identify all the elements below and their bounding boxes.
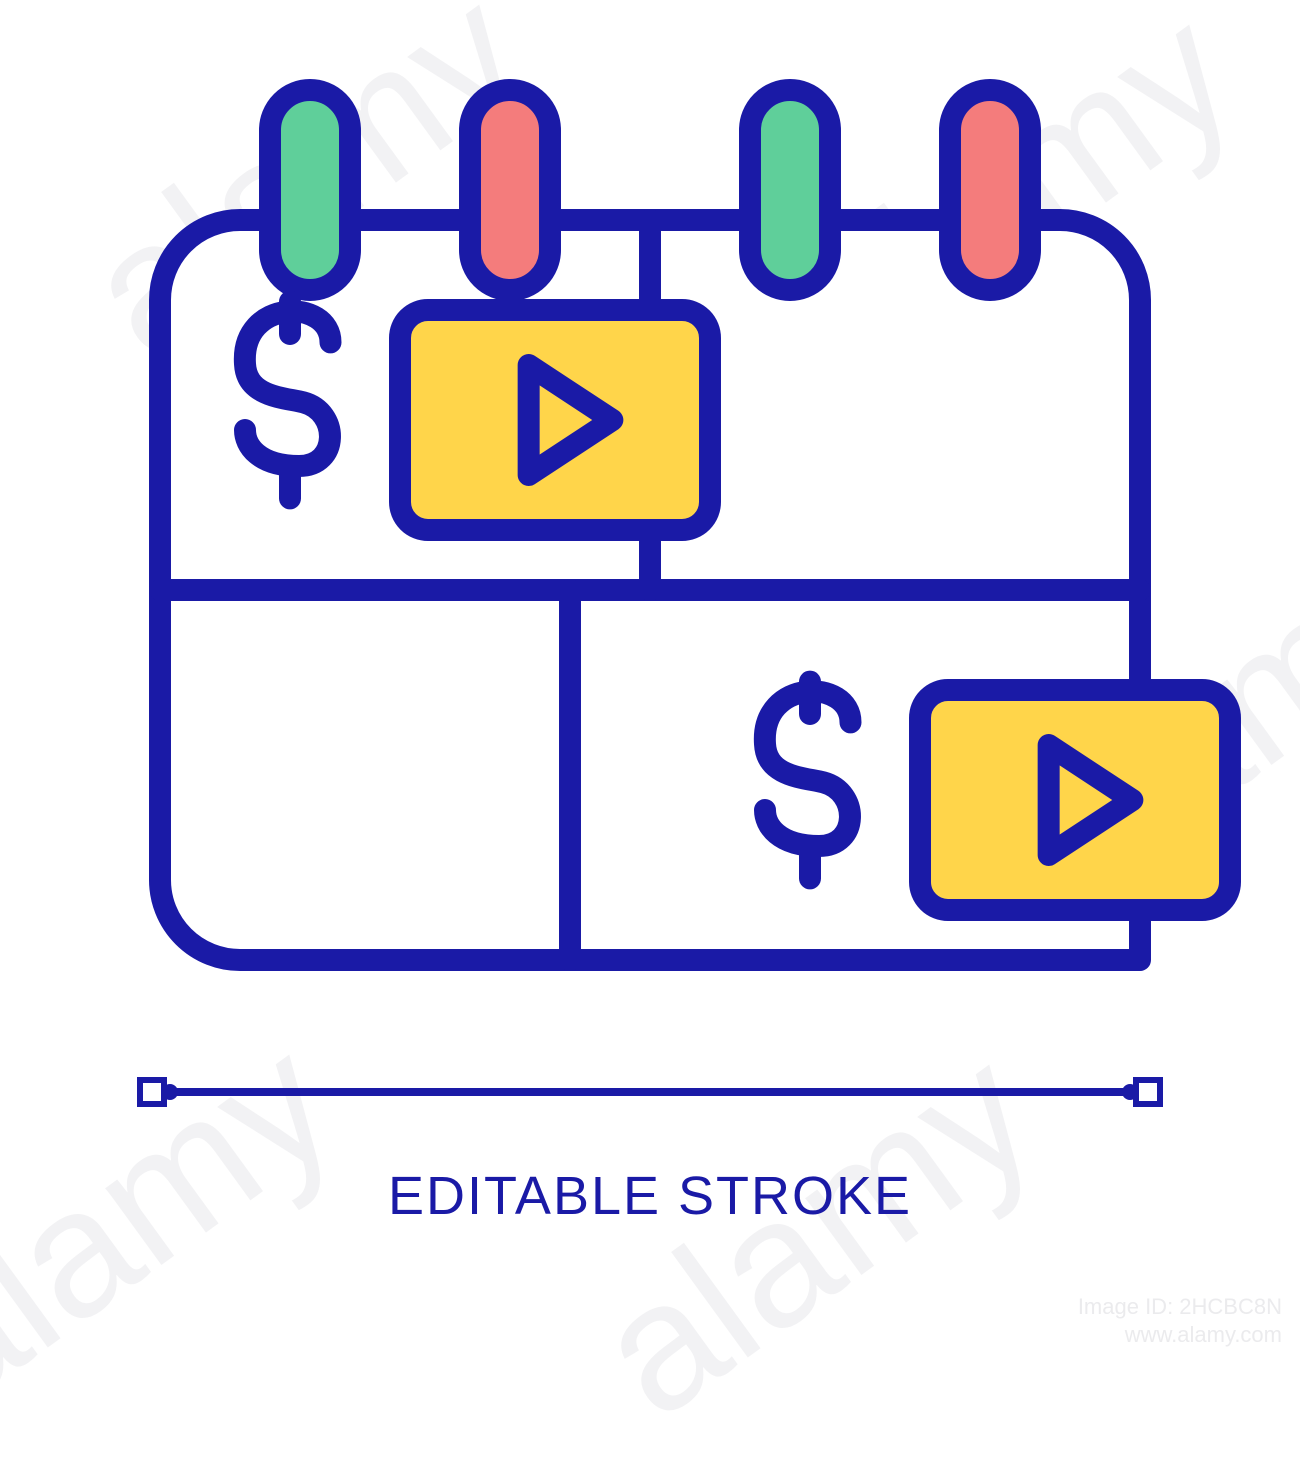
video-box-1 [400,310,710,530]
editable-stroke-caption: EDITABLE STROKE [0,1165,1300,1227]
calendar-binder-2 [470,90,550,290]
stroke-handle-2 [1136,1080,1160,1104]
canvas: alamy alamy alamy alamy alamy alamy EDIT… [0,0,1300,1366]
calendar-binder-4 [950,90,1030,290]
calendar-binder-1 [270,90,350,290]
video-box-2 [920,690,1230,910]
subscription-calendar-icon [0,0,1300,1366]
calendar-binder-3 [750,90,830,290]
stroke-handle-1 [140,1080,164,1104]
